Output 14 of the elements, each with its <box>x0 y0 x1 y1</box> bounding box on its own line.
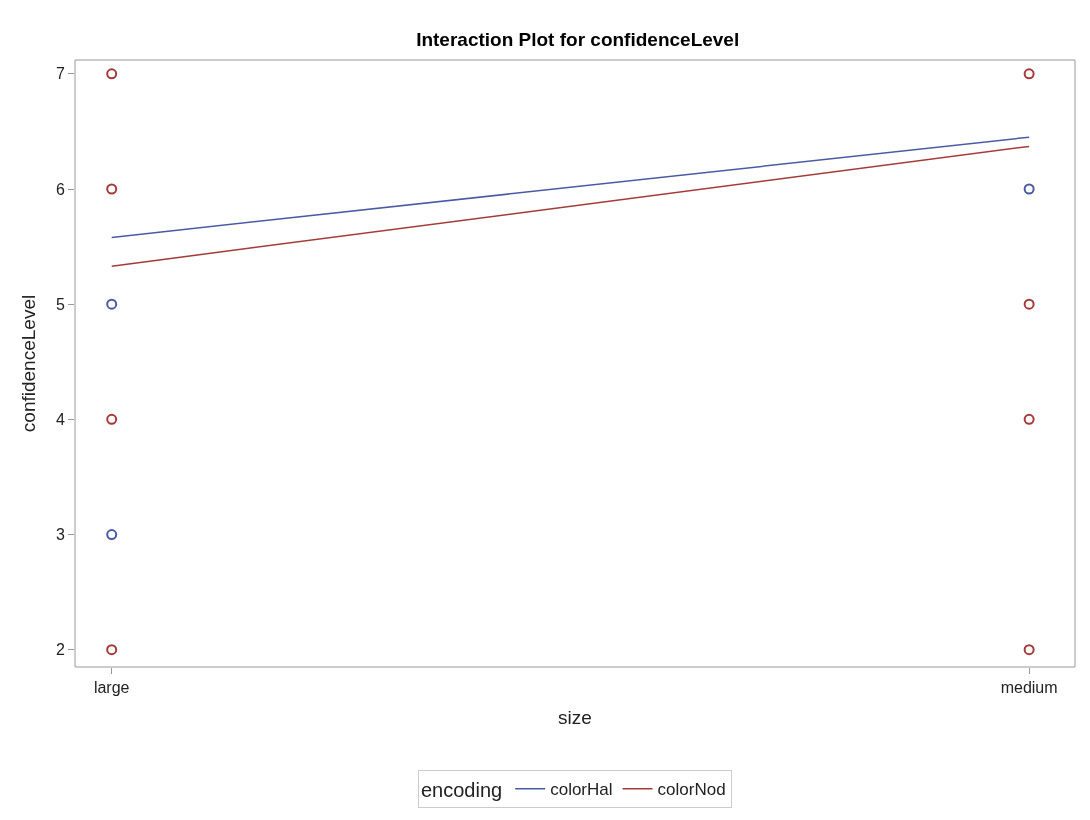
y-axis-title: confidenceLevel <box>17 294 39 433</box>
legend-label: colorNod <box>657 780 726 800</box>
x-axis-title: size <box>558 707 592 728</box>
y-tick-label: 5 <box>55 295 65 313</box>
legend-label: colorHal <box>550 780 613 800</box>
x-tick-label: medium <box>1000 679 1058 697</box>
y-tick-label: 4 <box>55 410 65 428</box>
y-tick-label: 2 <box>55 641 65 659</box>
chart-title: Interaction Plot for confidenceLevel <box>416 29 740 51</box>
y-tick-label: 3 <box>55 526 65 544</box>
x-tick-label: large <box>93 679 130 697</box>
y-tick-label: 6 <box>55 180 65 198</box>
legend-title: encoding <box>421 779 503 802</box>
y-tick-label: 7 <box>55 65 65 83</box>
